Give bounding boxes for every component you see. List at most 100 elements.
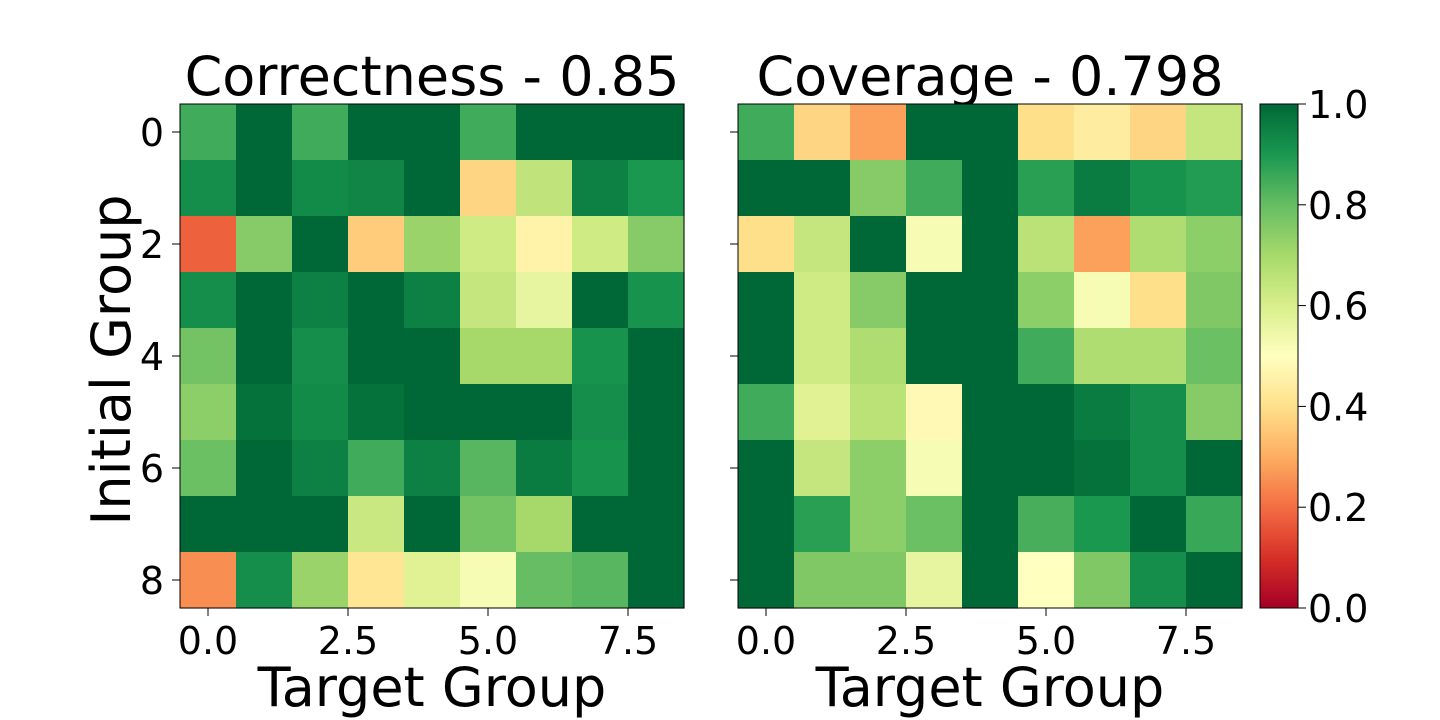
correctness-cell-r6-c4 [404,440,461,497]
coverage-cell-r8-c6 [1074,552,1131,609]
correctness-cell-r2-c1 [236,216,293,273]
correctness-cell-r3-c7 [572,272,629,329]
correctness-cell-r8-c5 [460,552,517,609]
coverage-cell-r5-c2 [850,384,907,441]
correctness-cell-r3-c2 [292,272,349,329]
coverage-title: Coverage - 0.798 [756,45,1223,108]
coverage-cell-r0-c6 [1074,104,1131,161]
coverage-cell-r1-c7 [1130,160,1187,217]
coverage-cell-r4-c4 [962,328,1019,385]
correctness-cell-r6-c8 [628,440,685,497]
correctness-cell-r1-c4 [404,160,461,217]
coverage-cell-r6-c7 [1130,440,1187,497]
coverage-cell-r4-c3 [906,328,963,385]
correctness-y-tick-label: 8 [140,559,164,603]
correctness-cell-r1-c6 [516,160,573,217]
correctness-cell-r8-c8 [628,552,685,609]
coverage-cell-r0-c3 [906,104,963,161]
correctness-cell-r7-c4 [404,496,461,553]
correctness-cell-r0-c8 [628,104,685,161]
correctness-cell-r8-c6 [516,552,573,609]
correctness-cell-r4-c7 [572,328,629,385]
coverage-cell-r2-c2 [850,216,907,273]
coverage-cell-r4-c8 [1186,328,1243,385]
correctness-cell-r7-c0 [180,496,237,553]
correctness-cell-r7-c7 [572,496,629,553]
coverage-cell-r2-c3 [906,216,963,273]
y-axis-label: Initial Group [80,195,143,526]
colorbar-tick-label: 0.8 [1308,184,1368,228]
correctness-cell-r6-c2 [292,440,349,497]
correctness-cell-r3-c6 [516,272,573,329]
correctness-y-ticks: 0 2 4 6 8 [140,111,180,603]
correctness-cell-r2-c6 [516,216,573,273]
correctness-cell-r0-c5 [460,104,517,161]
coverage-cell-r4-c5 [1018,328,1075,385]
coverage-cells [738,104,1243,609]
coverage-cell-r5-c0 [738,384,795,441]
coverage-cell-r0-c2 [850,104,907,161]
colorbar-ticks: 0.0 0.2 0.4 0.6 0.8 1.0 [1298,83,1368,631]
coverage-cell-r1-c5 [1018,160,1075,217]
coverage-cell-r4-c7 [1130,328,1187,385]
coverage-cell-r5-c1 [794,384,851,441]
correctness-cell-r7-c1 [236,496,293,553]
colorbar-tick-label: 1.0 [1308,83,1368,127]
coverage-cell-r7-c6 [1074,496,1131,553]
coverage-cell-r7-c3 [906,496,963,553]
correctness-cell-r2-c0 [180,216,237,273]
correctness-cell-r4-c1 [236,328,293,385]
coverage-cell-r0-c1 [794,104,851,161]
coverage-cell-r6-c1 [794,440,851,497]
coverage-cell-r6-c2 [850,440,907,497]
correctness-cell-r8-c0 [180,552,237,609]
correctness-x-tick-label: 2.5 [318,619,378,663]
correctness-cell-r8-c4 [404,552,461,609]
correctness-cell-r6-c3 [348,440,405,497]
coverage-cell-r1-c1 [794,160,851,217]
correctness-cell-r1-c2 [292,160,349,217]
correctness-y-tick-label: 4 [140,335,164,379]
correctness-cell-r5-c6 [516,384,573,441]
correctness-panel: Correctness - 0.85 0.0 2.5 5.0 7.5 0 2 4 6 8 Ta… [80,45,685,719]
coverage-x-tick-label: 2.5 [876,619,936,663]
coverage-cell-r3-c8 [1186,272,1243,329]
coverage-cell-r2-c6 [1074,216,1131,273]
coverage-cell-r2-c7 [1130,216,1187,273]
colorbar-tick-label: 0.4 [1308,385,1368,429]
coverage-cell-r3-c0 [738,272,795,329]
coverage-cell-r2-c4 [962,216,1019,273]
correctness-cell-r8-c3 [348,552,405,609]
coverage-cell-r3-c2 [850,272,907,329]
correctness-cell-r1-c3 [348,160,405,217]
correctness-cell-r3-c0 [180,272,237,329]
correctness-cell-r0-c2 [292,104,349,161]
correctness-cell-r5-c2 [292,384,349,441]
correctness-cell-r8-c2 [292,552,349,609]
correctness-cell-r0-c3 [348,104,405,161]
coverage-cell-r2-c8 [1186,216,1243,273]
coverage-cell-r3-c3 [906,272,963,329]
coverage-cell-r1-c2 [850,160,907,217]
correctness-cell-r2-c7 [572,216,629,273]
coverage-cell-r0-c5 [1018,104,1075,161]
correctness-x-tick-label: 7.5 [598,619,658,663]
correctness-cell-r5-c5 [460,384,517,441]
coverage-cell-r8-c5 [1018,552,1075,609]
correctness-cell-r1-c0 [180,160,237,217]
correctness-cell-r4-c5 [460,328,517,385]
correctness-cell-r5-c0 [180,384,237,441]
coverage-cell-r3-c1 [794,272,851,329]
coverage-cell-r7-c4 [962,496,1019,553]
coverage-cell-r5-c5 [1018,384,1075,441]
correctness-cell-r5-c3 [348,384,405,441]
correctness-cell-r5-c7 [572,384,629,441]
coverage-cell-r7-c5 [1018,496,1075,553]
coverage-cell-r3-c7 [1130,272,1187,329]
coverage-cell-r6-c0 [738,440,795,497]
correctness-cell-r3-c5 [460,272,517,329]
correctness-cell-r1-c7 [572,160,629,217]
correctness-cell-r4-c2 [292,328,349,385]
coverage-cell-r1-c6 [1074,160,1131,217]
